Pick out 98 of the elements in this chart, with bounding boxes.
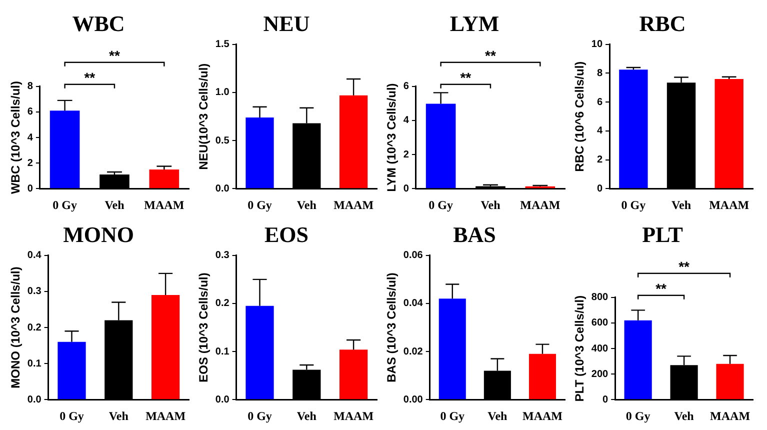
y-tick-label: 0.04: [403, 298, 424, 310]
bar: [624, 320, 652, 400]
bar: [438, 298, 466, 400]
chart-title: LYM: [450, 10, 500, 36]
y-axis-title: WBC (10^3 Cells/ul): [8, 80, 23, 194]
bar: [50, 110, 80, 188]
y-tick-label: 0.1: [27, 358, 42, 370]
text: **: [485, 47, 496, 64]
y-tick-label: 2: [27, 158, 34, 169]
y-tick-label: 0.4: [27, 250, 42, 262]
y-tick-label: 0: [602, 394, 609, 406]
x-tick-label: MAAM: [334, 198, 374, 212]
y-tick-label: 6: [27, 106, 34, 118]
bar: [58, 342, 86, 400]
bar: [246, 117, 274, 188]
x-tick-label: MAAM: [334, 408, 374, 423]
x-tick-label: 0 Gy: [248, 408, 272, 423]
y-tick-label: 0.1: [215, 346, 230, 358]
bar: [246, 306, 274, 400]
y-axis-title: PLT (10^3 Cells/ul): [572, 295, 587, 402]
y-axis-title: BAS (10^3 Cells/ul): [384, 272, 399, 382]
y-tick-label: 4: [403, 115, 410, 126]
x-tick-label: Veh: [674, 408, 694, 423]
x-tick-label: MAAM: [520, 198, 560, 212]
text: **: [678, 258, 690, 274]
y-tick-label: 0.0: [215, 183, 230, 194]
bar: [426, 104, 456, 188]
text: **: [109, 47, 120, 64]
chart-title: MONO: [63, 222, 134, 247]
y-tick-label: 6: [403, 81, 410, 92]
y-tick-label: 4: [27, 132, 34, 144]
text: **: [84, 69, 96, 86]
y-tick-label: 400: [591, 343, 609, 354]
y-tick-label: 0.0: [215, 394, 230, 406]
x-tick-label: 0 Gy: [428, 198, 453, 212]
y-tick-label: 2: [403, 149, 410, 160]
x-tick-label: 0 Gy: [60, 408, 84, 423]
y-tick-label: 8: [596, 68, 603, 79]
y-tick-label: 0.00: [403, 394, 424, 406]
y-tick-label: 0.0: [27, 394, 42, 406]
chart-title: RBC: [639, 10, 686, 36]
y-axis-title: MONO (10^3 Cells/ul): [8, 266, 23, 388]
y-tick-label: 0.3: [215, 250, 230, 262]
x-tick-label: Veh: [104, 198, 125, 212]
y-axis-title: LYM (10^3 Cells/ul): [384, 83, 399, 192]
chart-title: WBC: [72, 10, 125, 36]
x-tick-label: 0 Gy: [626, 408, 650, 423]
y-tick-label: 0.2: [215, 298, 230, 310]
bar: [528, 354, 556, 400]
y-tick-label: 0: [27, 183, 34, 194]
y-tick-label: 0: [403, 183, 410, 194]
y-tick-label: 6: [596, 96, 603, 108]
chart-title: PLT: [642, 222, 684, 247]
y-tick-label: 0: [596, 183, 603, 194]
text: **: [656, 280, 668, 296]
y-tick-label: 0.06: [403, 250, 424, 262]
x-tick-label: 0 Gy: [440, 408, 465, 423]
x-tick-label: MAAM: [146, 408, 186, 423]
y-tick-label: 0.02: [403, 346, 424, 358]
y-tick-label: 10: [591, 39, 603, 50]
y-tick-label: 0.3: [27, 286, 42, 298]
y-tick-label: 1.5: [215, 39, 230, 50]
x-tick-label: Veh: [108, 408, 129, 423]
x-tick-label: Veh: [671, 198, 692, 212]
x-tick-label: MAAM: [522, 408, 562, 423]
bar: [714, 79, 744, 188]
bar: [339, 95, 368, 188]
bar: [149, 169, 180, 188]
y-axis-title: NEU(10^3 Cells/ul): [196, 63, 211, 170]
y-tick-label: 2: [596, 154, 603, 166]
x-tick-label: Veh: [296, 198, 317, 212]
y-tick-label: 200: [591, 368, 609, 380]
bar: [339, 350, 368, 400]
chart-title: EOS: [264, 222, 309, 247]
x-tick-label: MAAM: [709, 198, 750, 212]
y-tick-label: 800: [591, 292, 609, 304]
bar: [716, 364, 744, 400]
x-tick-label: Veh: [480, 198, 501, 212]
chart-title: NEU: [263, 10, 310, 36]
x-tick-label: 0 Gy: [621, 198, 646, 212]
x-tick-label: Veh: [488, 408, 508, 423]
y-axis-title: RBC (10^6 Cells/ul): [572, 61, 587, 172]
text: **: [460, 69, 472, 86]
y-axis-title: EOS (10^3 Cells/ul): [196, 272, 211, 382]
x-tick-label: Veh: [296, 408, 317, 423]
x-tick-label: MAAM: [144, 198, 184, 212]
y-tick-label: 600: [591, 318, 609, 329]
y-tick-label: 1.0: [215, 87, 230, 98]
y-tick-label: 0.5: [215, 135, 230, 146]
x-tick-label: 0 Gy: [52, 198, 77, 212]
bar: [151, 295, 180, 400]
x-tick-label: 0 Gy: [248, 198, 272, 212]
x-tick-label: MAAM: [710, 408, 750, 423]
chart-title: BAS: [453, 222, 496, 247]
y-tick-label: 8: [27, 81, 34, 92]
y-tick-label: 4: [596, 126, 603, 137]
bar: [619, 70, 648, 188]
y-tick-label: 0.2: [27, 322, 42, 334]
